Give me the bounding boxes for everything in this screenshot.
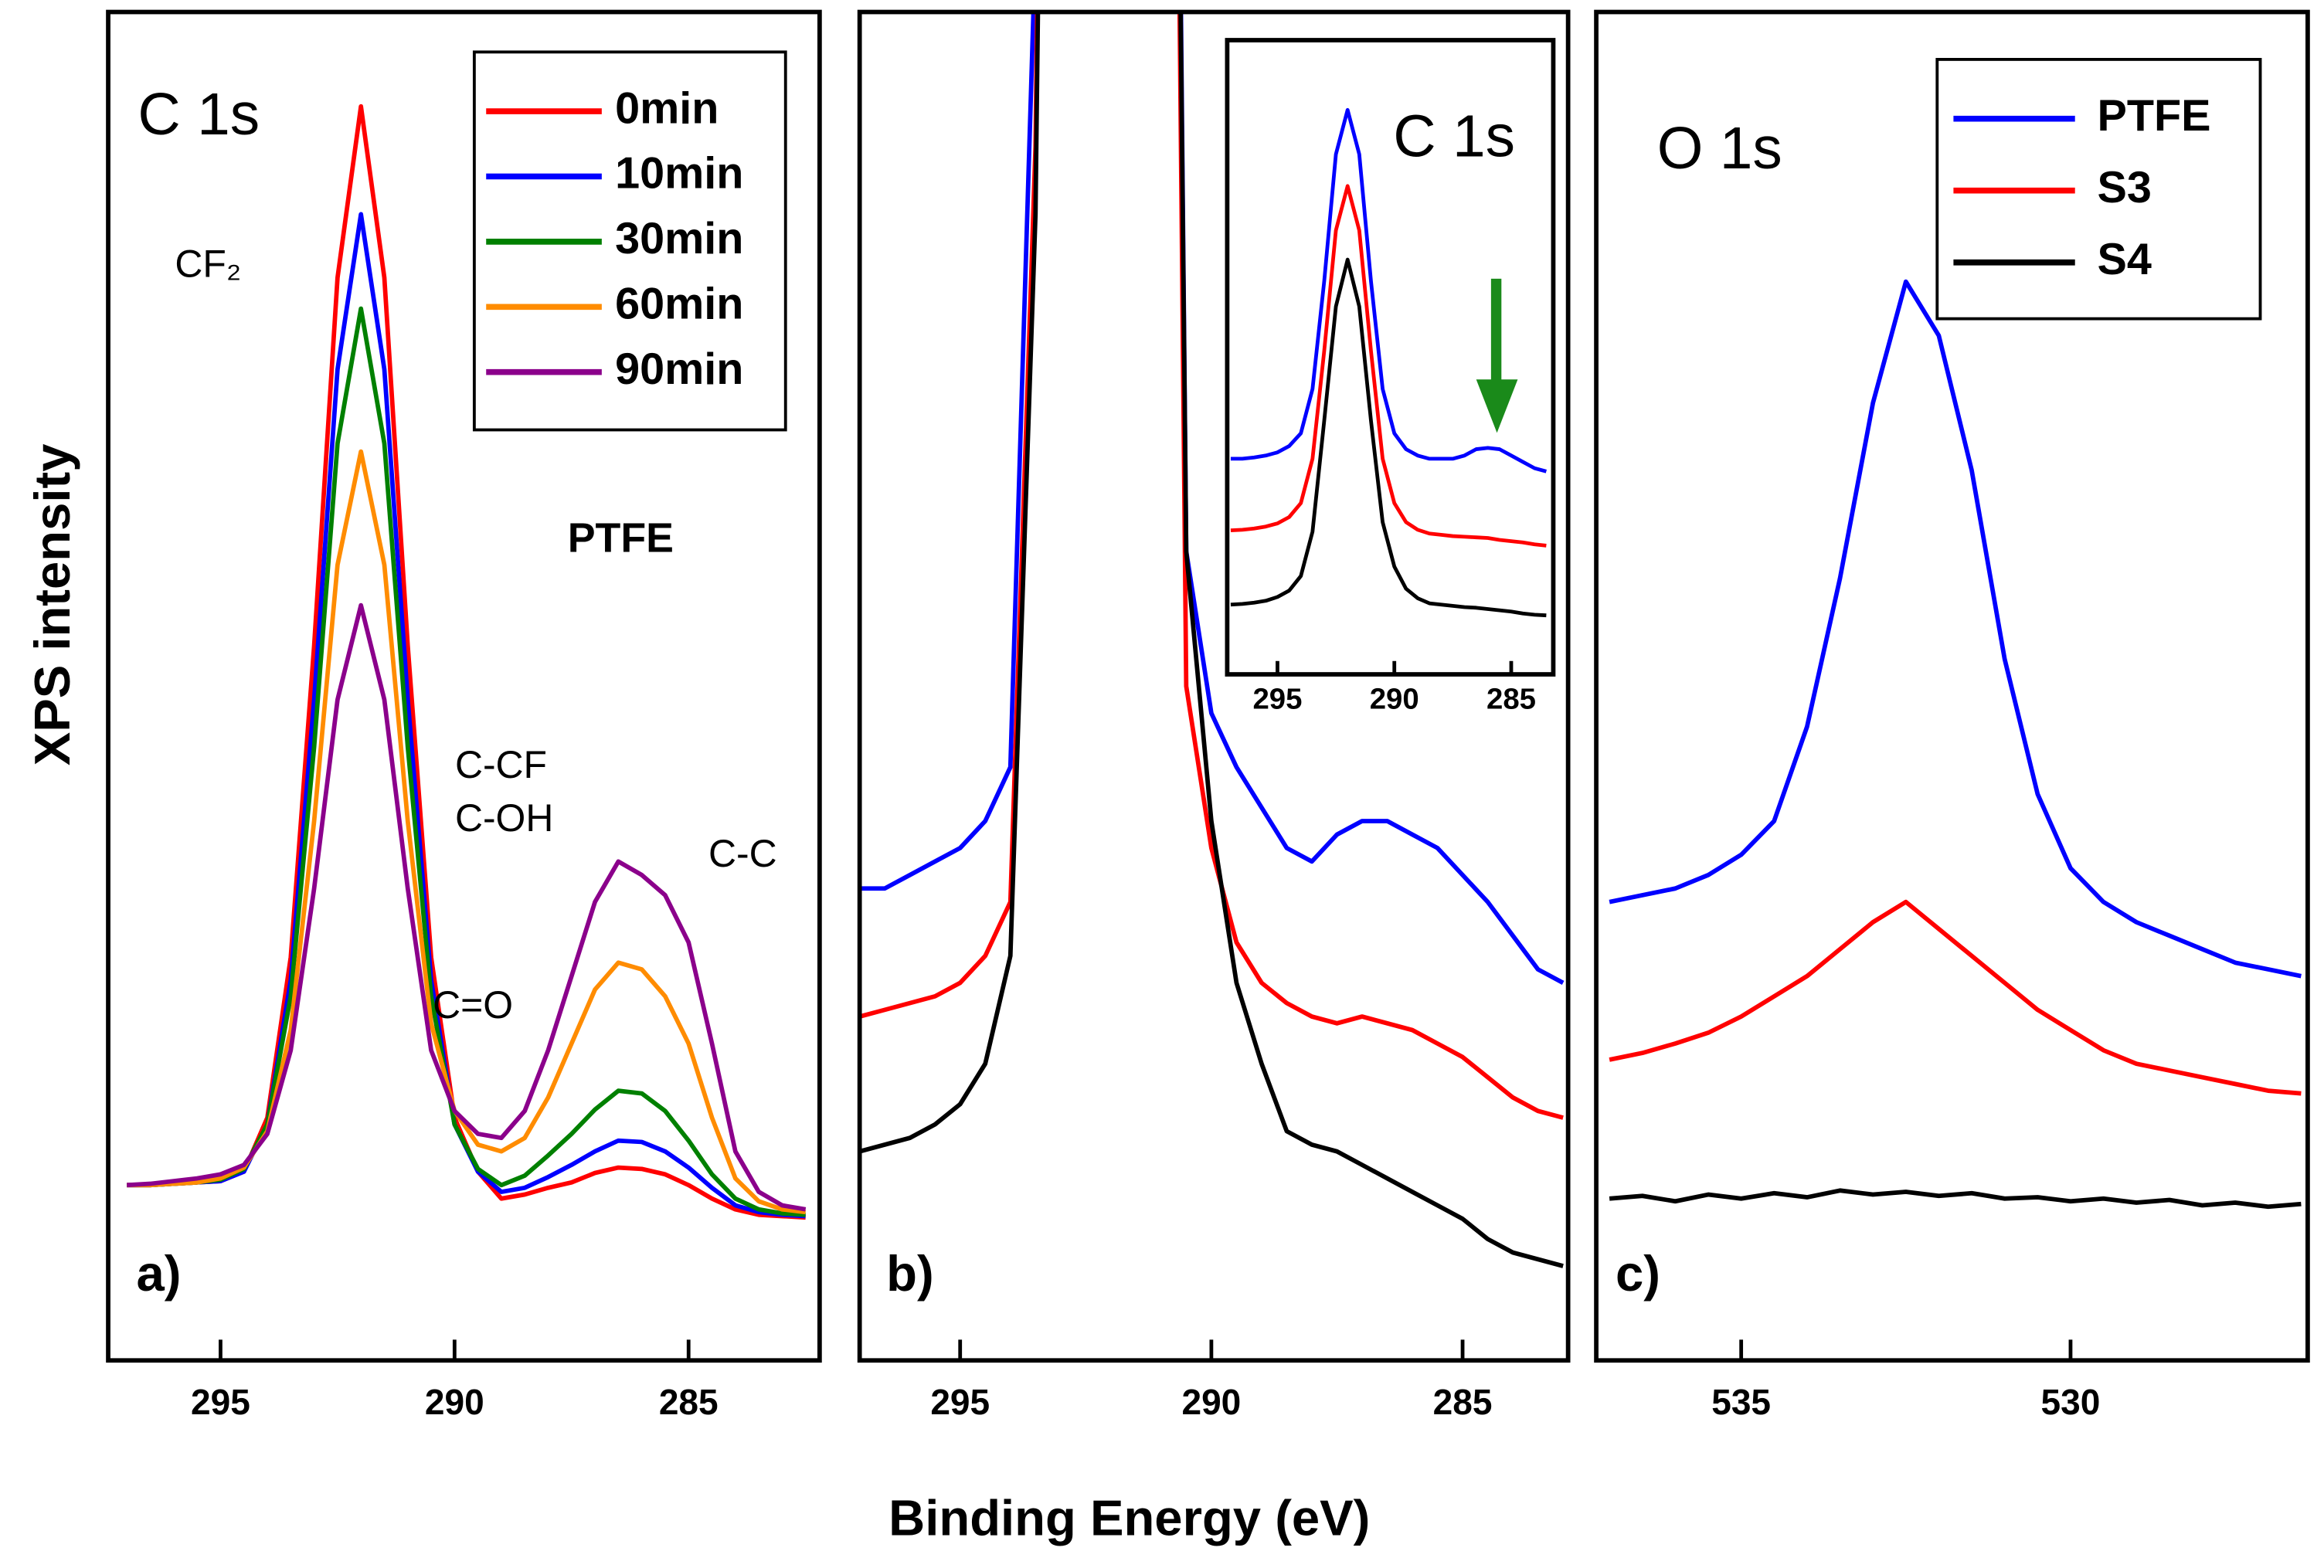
plot (127, 104, 807, 1220)
legend-label: 10min (615, 149, 743, 199)
plot (1609, 279, 2302, 1210)
series-line (127, 449, 807, 1215)
plot-frame (106, 9, 822, 1363)
series-line (1609, 899, 2302, 1096)
x-tick-label: 285 (1433, 1382, 1493, 1422)
x-tick-label: 285 (659, 1382, 719, 1422)
x-tick-label: 290 (1181, 1382, 1241, 1422)
x-tick-label: 285 (1486, 683, 1536, 716)
legend-label: 30min (615, 214, 743, 263)
plot (859, 12, 1565, 1268)
x-axis-label: Binding Energy (eV) (888, 1490, 1370, 1546)
x-tick-label: 290 (1370, 683, 1419, 716)
x-tick-label: 535 (1711, 1382, 1771, 1422)
legend-label: S3 (2097, 163, 2151, 212)
series-line (1230, 257, 1547, 618)
annotation: C 1s (138, 82, 260, 148)
legend-label: 90min (615, 344, 743, 394)
series-line (1230, 107, 1548, 473)
series-line (127, 602, 807, 1212)
x-tick-label: 290 (425, 1382, 484, 1422)
annotation: b) (886, 1245, 934, 1302)
arrow-head (1476, 379, 1518, 433)
plot-frame (1594, 9, 2310, 1363)
arrow-shaft (1490, 278, 1502, 383)
legend-label: S4 (2097, 235, 2151, 284)
plot-frame (1225, 38, 1556, 677)
x-tick-label: 295 (1252, 683, 1302, 716)
x-tick-label: 295 (930, 1382, 990, 1422)
plot-frame (857, 9, 1571, 1363)
annotation: PTFE (568, 515, 674, 562)
annotation: O 1s (1657, 116, 1782, 182)
legend-label: 0min (615, 83, 719, 133)
plot (1230, 107, 1548, 618)
legend-label: 60min (615, 279, 743, 328)
annotation: C=O (433, 983, 513, 1027)
series-line (1609, 279, 2302, 979)
annotation: C-CF (455, 743, 547, 786)
annotation: C-OH (455, 796, 553, 840)
series-line (1609, 1188, 2302, 1210)
series-line (1230, 184, 1547, 548)
legend-label: PTFE (2097, 91, 2210, 141)
series-line (859, 12, 1565, 985)
x-tick-label: 295 (191, 1382, 250, 1422)
annotation: c) (1616, 1245, 1660, 1302)
y-axis-label: XPS intensity (24, 443, 80, 765)
x-tick-label: 530 (2041, 1382, 2101, 1422)
annotation: CF₂ (175, 243, 241, 286)
series-line (859, 12, 1564, 1120)
annotation: C 1s (1393, 104, 1515, 170)
annotation: a) (136, 1245, 181, 1302)
arrow (1476, 278, 1518, 433)
annotation: C-C (708, 832, 777, 875)
series-line (859, 12, 1564, 1268)
